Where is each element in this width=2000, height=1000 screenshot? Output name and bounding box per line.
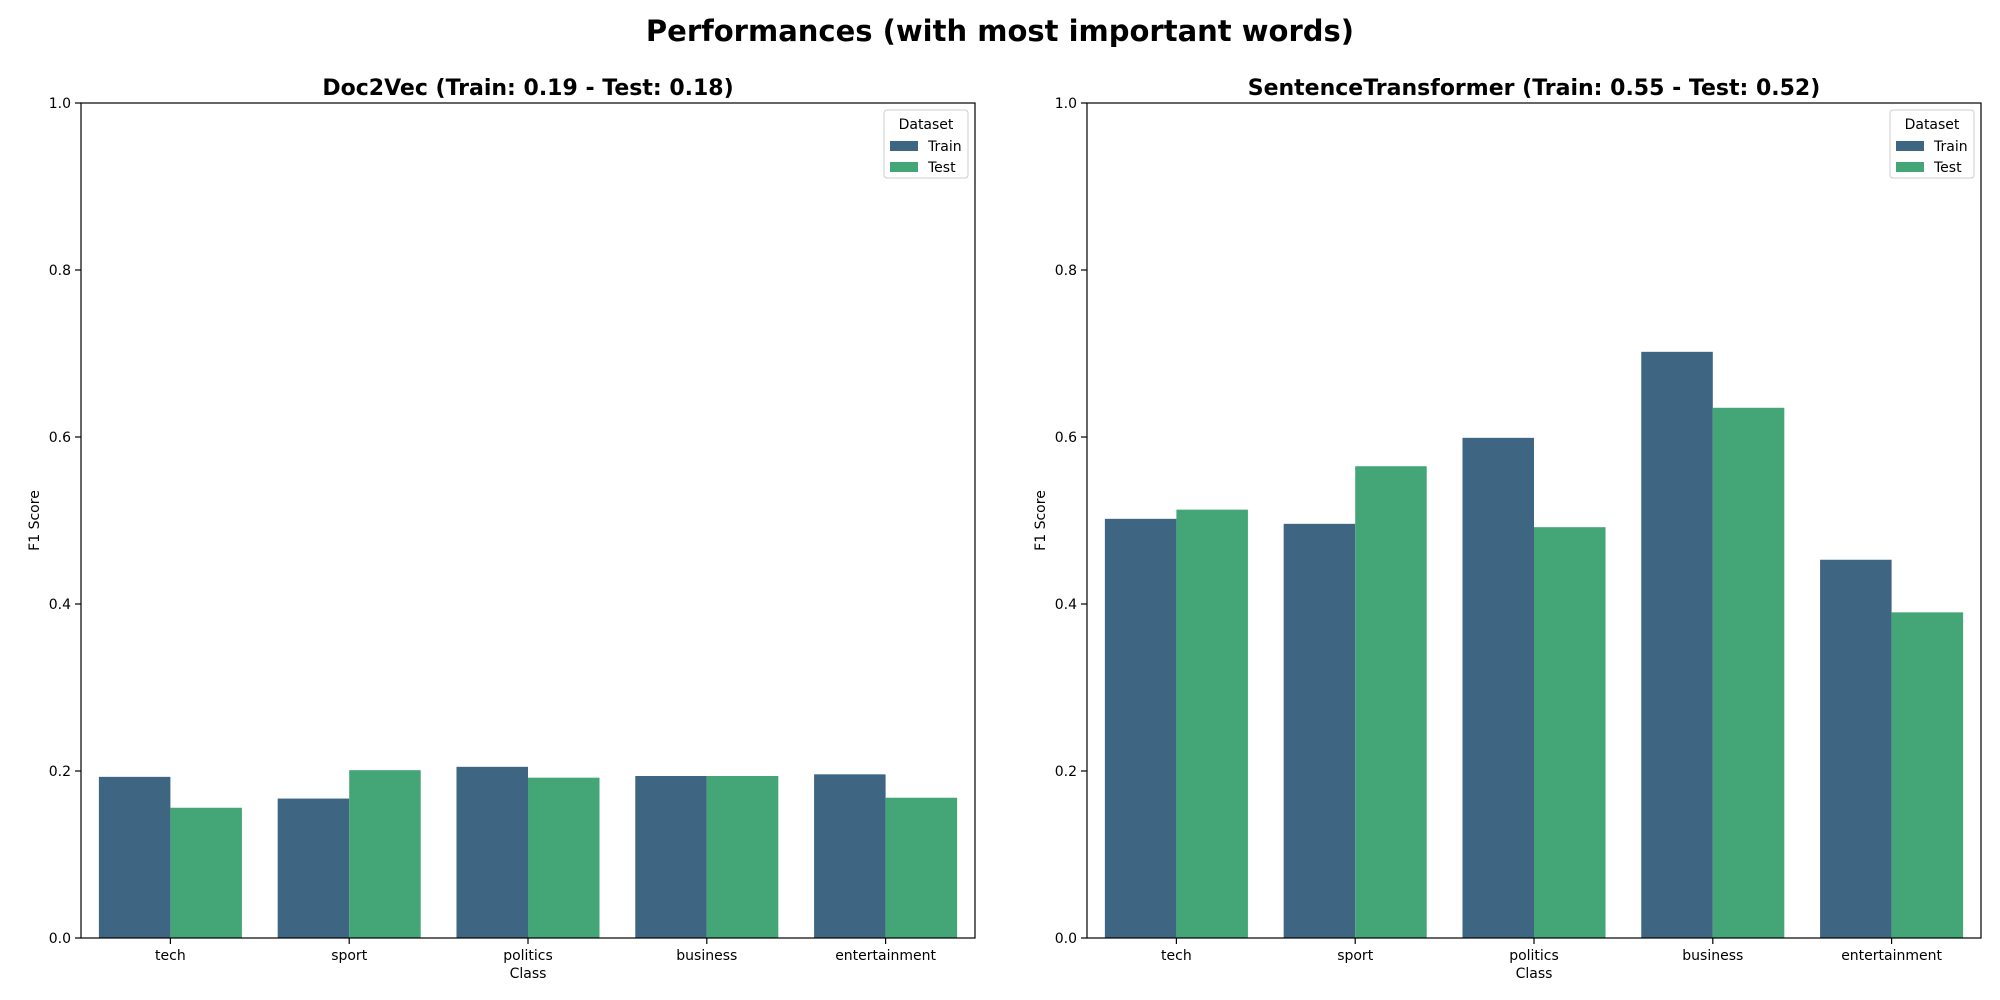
legend-swatch-test [890, 162, 918, 172]
legend-label-train: Train [1933, 139, 1968, 155]
bar-test-sport [349, 770, 421, 938]
bar-train-business [635, 776, 707, 938]
y-axis-label: F1 Score [27, 490, 43, 551]
y-tick-label: 0.6 [49, 430, 71, 446]
legend-label-train: Train [927, 139, 962, 155]
legend-label-test: Test [927, 160, 956, 176]
chart-title: SentenceTransformer (Train: 0.55 - Test:… [1248, 76, 1821, 101]
bar-test-politics [528, 777, 600, 938]
y-tick-label: 1.0 [1055, 96, 1077, 112]
figure-title: Performances (with most important words) [646, 14, 1354, 48]
y-axis-label: F1 Score [1033, 490, 1049, 551]
y-tick-label: 1.0 [49, 96, 71, 112]
bar-test-politics [1534, 527, 1606, 938]
legend-swatch-train [890, 141, 918, 151]
bar-test-entertainment [1891, 612, 1964, 938]
chart-panel-doc2vec: 0.0 0.2 0.4 0.6 0.8 1.0 tech sport politics busin… [27, 76, 976, 982]
y-tick-label: 0.0 [49, 931, 71, 947]
y-tick-label: 0.8 [1055, 263, 1077, 279]
legend-swatch-train [1896, 141, 1924, 151]
legend: Dataset Train Test [1889, 109, 1975, 179]
y-tick-label: 0.2 [49, 764, 71, 780]
bar-test-business [1712, 407, 1785, 938]
x-axis-label: Class [510, 966, 547, 982]
x-tick-label-sport: sport [1337, 948, 1374, 964]
bar-test-entertainment [885, 797, 958, 938]
y-tick-label: 0.8 [49, 263, 71, 279]
x-tick-label-politics: politics [503, 948, 553, 964]
legend: Dataset Train Test [883, 109, 969, 179]
chart-title: Doc2Vec (Train: 0.19 - Test: 0.18) [322, 76, 733, 101]
x-tick-label-business: business [1682, 948, 1743, 964]
bar-train-politics [456, 766, 528, 938]
bar-train-entertainment [814, 774, 886, 938]
bar-test-tech [170, 807, 242, 938]
y-tick-label: 0.4 [49, 597, 71, 613]
legend-label-test: Test [1933, 160, 1962, 176]
bar-train-sport [277, 798, 350, 938]
x-axis-label: Class [1516, 966, 1553, 982]
legend-title: Dataset [899, 117, 954, 133]
bar-test-sport [1355, 466, 1427, 938]
legend-title: Dataset [1905, 117, 1960, 133]
bar-train-tech [1104, 518, 1177, 938]
x-tick-label-tech: tech [1161, 948, 1192, 964]
bar-train-sport [1283, 523, 1356, 938]
x-tick-label-sport: sport [331, 948, 368, 964]
bar-test-tech [1176, 509, 1248, 938]
x-tick-label-entertainment: entertainment [835, 948, 936, 964]
bar-train-entertainment [1820, 559, 1892, 938]
legend-box [1889, 109, 1975, 179]
x-tick-label-politics: politics [1509, 948, 1559, 964]
bar-train-business [1641, 351, 1713, 939]
bar-train-tech [98, 776, 171, 938]
y-tick-label: 0.4 [1055, 597, 1077, 613]
y-tick-label: 0.6 [1055, 430, 1077, 446]
x-tick-label-entertainment: entertainment [1841, 948, 1942, 964]
bar-test-business [706, 776, 779, 938]
legend-swatch-test [1896, 162, 1924, 172]
x-tick-label-business: business [676, 948, 737, 964]
bar-train-politics [1462, 437, 1534, 938]
chart-panel-sentencetransformer: 0.0 0.2 0.4 0.6 0.8 1.0 tech sport politics busin… [1033, 76, 1982, 982]
y-tick-label: 0.0 [1055, 931, 1077, 947]
legend-box [883, 109, 969, 179]
y-tick-label: 0.2 [1055, 764, 1077, 780]
x-tick-label-tech: tech [155, 948, 186, 964]
